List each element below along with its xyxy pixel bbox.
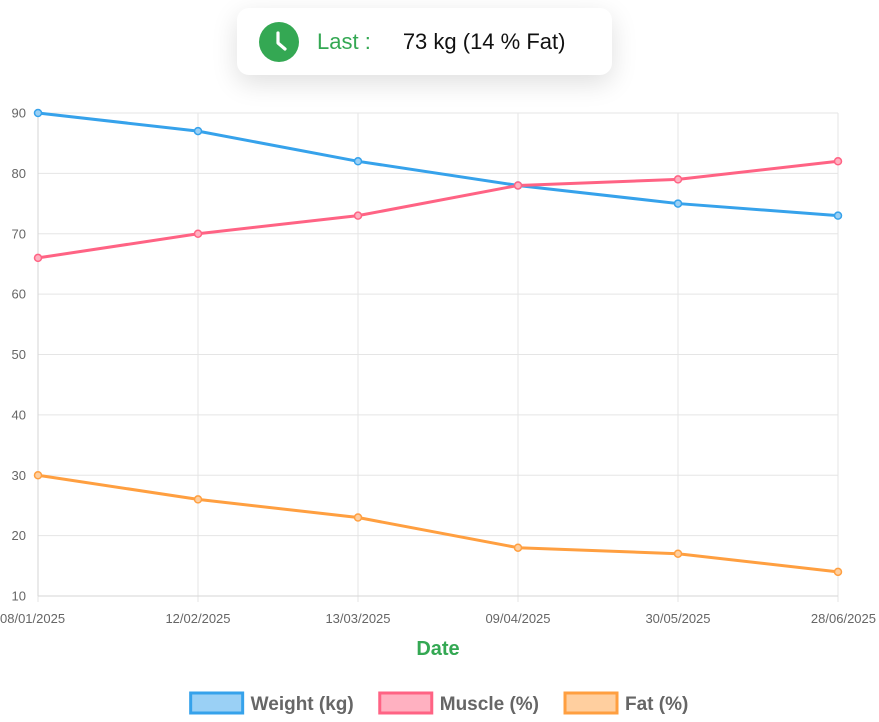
axes xyxy=(37,113,838,597)
grid xyxy=(37,112,839,602)
y-tick-label: 70 xyxy=(12,226,26,241)
data-point-muscle[interactable] xyxy=(353,211,363,220)
last-measurement-card: Last : 73 kg (14 % Fat) xyxy=(237,8,612,75)
y-tick-label: 10 xyxy=(12,589,26,604)
series-line-weight-kg xyxy=(36,111,840,218)
data-point-weight-kg[interactable] xyxy=(353,157,363,166)
data-point-fat[interactable] xyxy=(513,543,523,552)
legend-swatch xyxy=(563,691,619,715)
data-point-muscle[interactable] xyxy=(513,181,523,190)
data-point-muscle[interactable] xyxy=(33,253,43,263)
x-tick-label: 12/02/2025 xyxy=(165,611,230,626)
y-tick-label: 20 xyxy=(12,528,26,543)
y-tick-label: 90 xyxy=(12,106,26,121)
clock-icon xyxy=(259,21,299,62)
x-tick-label: 08/01/2025 xyxy=(0,611,65,626)
last-value: 73 kg (14 % Fat) xyxy=(402,28,566,54)
x-axis-label: Date xyxy=(416,638,459,660)
legend-swatch xyxy=(378,691,434,715)
last-label: Last : xyxy=(317,28,371,54)
legend: Weight (kg) Muscle (%) Fat (%) xyxy=(189,691,688,715)
data-point-weight-kg[interactable] xyxy=(833,211,843,220)
legend-item-muscle[interactable]: Muscle (%) xyxy=(378,691,539,715)
y-tick-label: 60 xyxy=(12,287,26,302)
legend-label: Fat (%) xyxy=(625,694,688,715)
data-point-muscle[interactable] xyxy=(833,157,843,166)
legend-label: Weight (kg) xyxy=(251,694,354,715)
series-lines xyxy=(36,111,840,574)
x-tick-label: 09/04/2025 xyxy=(485,611,550,626)
data-point-fat[interactable] xyxy=(33,471,43,480)
legend-swatch xyxy=(189,691,245,715)
data-point-muscle[interactable] xyxy=(193,229,203,238)
y-tick-label: 30 xyxy=(12,468,26,483)
x-tick-labels: 08/01/2025 12/02/2025 13/03/2025 09/04/2025… xyxy=(0,611,876,626)
x-tick-label: 28/06/2025 xyxy=(811,611,876,626)
y-tick-label: 40 xyxy=(12,407,26,422)
data-point-weight-kg[interactable] xyxy=(673,199,683,208)
series-points xyxy=(33,108,843,577)
legend-item-fat[interactable]: Fat (%) xyxy=(563,691,688,715)
series-line-fat xyxy=(36,473,840,574)
data-point-fat[interactable] xyxy=(353,513,363,522)
data-point-muscle[interactable] xyxy=(673,175,683,184)
y-tick-labels: 10 20 30 40 50 60 70 80 90 xyxy=(12,106,26,604)
data-point-fat[interactable] xyxy=(673,549,683,558)
legend-item-weight-kg[interactable]: Weight (kg) xyxy=(189,691,354,715)
y-tick-label: 50 xyxy=(12,347,26,362)
data-point-fat[interactable] xyxy=(833,567,843,577)
data-point-weight-kg[interactable] xyxy=(33,108,43,118)
legend-label: Muscle (%) xyxy=(440,694,539,715)
data-point-weight-kg[interactable] xyxy=(193,126,203,136)
data-point-fat[interactable] xyxy=(193,495,203,504)
x-tick-label: 13/03/2025 xyxy=(325,611,390,626)
y-tick-label: 80 xyxy=(12,166,26,181)
series-line-muscle xyxy=(36,159,840,260)
x-tick-label: 30/05/2025 xyxy=(645,611,710,626)
